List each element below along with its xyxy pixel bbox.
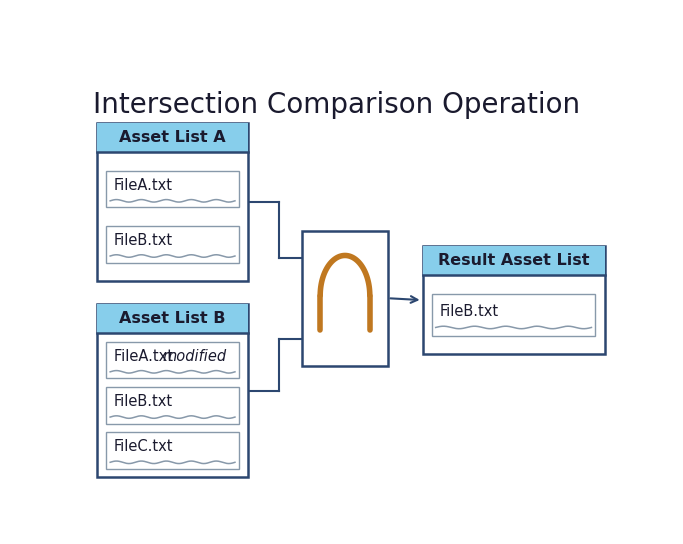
Text: FileA.txt: FileA.txt	[114, 178, 173, 193]
FancyBboxPatch shape	[97, 304, 248, 477]
FancyBboxPatch shape	[107, 387, 239, 424]
Text: Intersection Comparison Operation: Intersection Comparison Operation	[93, 91, 581, 119]
Text: Asset List B: Asset List B	[120, 311, 226, 326]
FancyBboxPatch shape	[107, 170, 239, 207]
Text: FileB.txt: FileB.txt	[114, 394, 173, 409]
Text: FileB.txt: FileB.txt	[114, 233, 173, 248]
Text: Asset List A: Asset List A	[120, 130, 226, 145]
FancyBboxPatch shape	[97, 123, 248, 152]
FancyBboxPatch shape	[97, 123, 248, 281]
Text: FileC.txt: FileC.txt	[114, 439, 173, 454]
Text: FileB.txt: FileB.txt	[440, 304, 499, 319]
FancyBboxPatch shape	[432, 294, 596, 336]
FancyBboxPatch shape	[423, 246, 604, 275]
FancyBboxPatch shape	[107, 342, 239, 379]
Text: Result Asset List: Result Asset List	[438, 254, 589, 268]
FancyBboxPatch shape	[107, 432, 239, 469]
FancyBboxPatch shape	[423, 246, 604, 354]
FancyBboxPatch shape	[107, 226, 239, 263]
FancyBboxPatch shape	[303, 231, 388, 366]
FancyBboxPatch shape	[97, 304, 248, 333]
Text: modified: modified	[163, 349, 227, 364]
Text: FileA.txt: FileA.txt	[114, 349, 178, 364]
